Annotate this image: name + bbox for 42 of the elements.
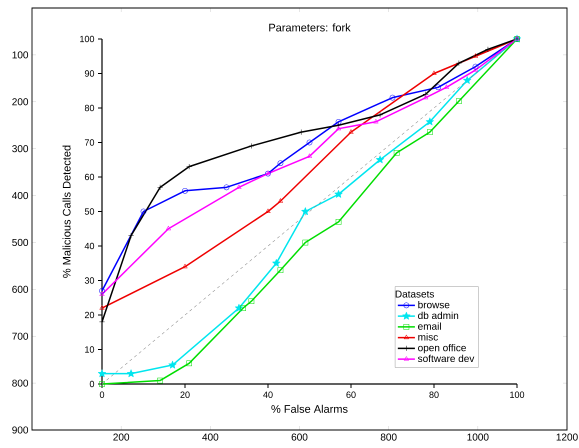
y-tick-label: 70 [84,139,94,146]
y2-tick-label: 700 [12,332,28,340]
chart-title: Parameters: fork [269,23,351,32]
x2-tick-label: 600 [292,434,308,441]
y2-tick-label: 300 [12,145,28,152]
y2-tick-label: 200 [12,98,28,106]
legend-label: misc [418,333,438,341]
legend-label: browse [418,300,450,308]
x-tick-label: 80 [429,392,439,398]
y2-tick-label: 400 [12,192,28,200]
y-tick-label: 40 [84,242,94,250]
x-tick-label: 0 [100,392,104,398]
y-tick-label: 50 [84,208,94,215]
x2-tick-label: 1200 [556,434,578,441]
legend-label: email [418,322,441,330]
x2-tick-label: 200 [113,434,130,441]
x-tick-label: 40 [263,392,273,398]
x-tick-label: 20 [180,392,190,398]
y-tick-label: 10 [85,346,94,353]
y-tick-label: 0 [90,380,94,388]
y-tick-label: 80 [84,104,94,112]
y-tick-label: 20 [84,312,94,318]
y-tick-label: 100 [80,36,94,42]
y2-tick-label: 500 [12,238,28,246]
y2-tick-label: 800 [12,380,28,387]
y2-tick-label: 600 [12,286,28,293]
x2-tick-label: 400 [202,434,218,441]
legend-label: db admin [418,312,458,320]
y-axis-title: % Malicious Calls Detected [62,146,71,278]
y-tick-label: 90 [84,70,94,77]
x-tick-label: 100 [510,392,524,398]
y2-tick-label: 900 [12,426,28,434]
x-axis-title: % False Alarms [271,404,348,413]
x2-tick-label: 800 [380,434,397,441]
legend-label: software dev [418,354,474,362]
y-tick-label: 30 [84,277,94,284]
y-tick-label: 60 [84,174,94,180]
x-tick-label: 60 [346,392,356,398]
legend-title: Datasets [396,290,434,298]
x2-tick-label: 1000 [467,434,489,441]
legend-label: open office [418,344,466,354]
y2-tick-label: 100 [12,51,28,58]
